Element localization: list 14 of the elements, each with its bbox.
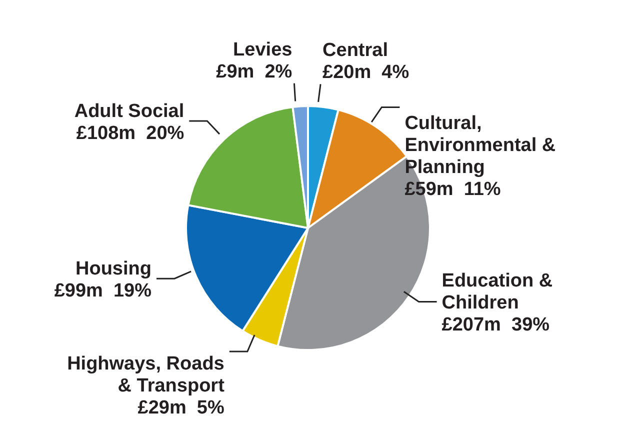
data-label: £9m 2%: [216, 61, 292, 82]
slice-label: Highways, Roads & Transport: [67, 353, 226, 396]
slice-label: Levies: [233, 39, 292, 60]
slice-label: Cultural, Environmental & Planning: [404, 113, 556, 178]
slice-label: Central: [322, 40, 388, 62]
data-label: £29m 5%: [138, 397, 224, 418]
data-label: £99m 19%: [54, 280, 152, 302]
data-label: £207m 39%: [442, 314, 550, 336]
slice-label: Education & Children: [442, 270, 553, 314]
slice-label: Adult Social: [74, 100, 184, 122]
data-label: £59m 11%: [404, 179, 501, 200]
slice-label: Housing: [76, 258, 152, 280]
data-label: £20m 4%: [322, 62, 410, 84]
data-label: £108m 20%: [76, 122, 184, 144]
